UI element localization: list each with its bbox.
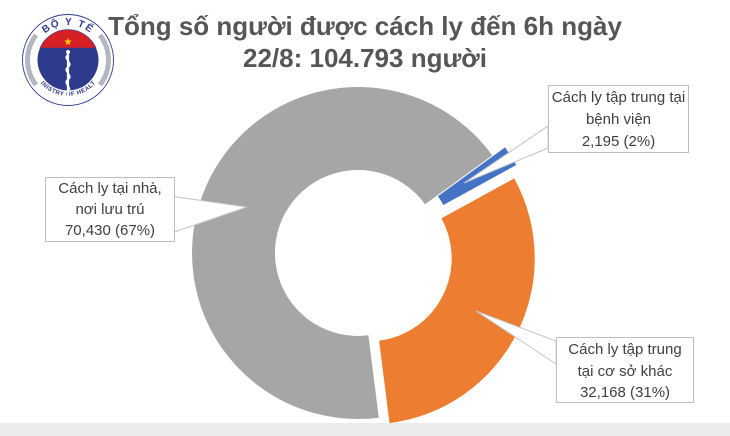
callout-home-value: 70,430 (67%) — [64, 222, 156, 239]
chart-title-line2: 22/8: 104.793 người — [243, 43, 487, 73]
callout-hospital-value: 2,195 (2%) — [581, 133, 656, 150]
callout-home-line1: Cách ly tại nhà, — [58, 180, 162, 197]
callout-label-home: Cách ly tại nhà, nơi lưu trú 70,430 (67%… — [45, 177, 175, 242]
callout-other-line1: Cách ly tập trung — [568, 341, 682, 358]
callout-other-line2: tại cơ sở khác — [577, 362, 673, 380]
logo-red-band — [39, 29, 97, 49]
logo-silver-arc-left — [25, 33, 39, 87]
callout-other-value: 32,168 (31%) — [579, 384, 671, 401]
logo-star-icon: ★ — [64, 37, 73, 48]
logo-top-text: BỘ Y TẾ — [40, 16, 97, 36]
callout-label-hospital: Cách ly tập trung tại bệnh viện 2,195 (2… — [548, 85, 689, 153]
chart-title: Tổng số người được cách ly đến 6h ngày 2… — [0, 10, 730, 74]
page-bottom-strip — [0, 423, 730, 436]
callout-hospital-line2: bệnh viện — [585, 111, 652, 128]
chart-title-line1: Tổng số người được cách ly đến 6h ngày — [108, 11, 622, 41]
logo-asclepius-staff-icon — [65, 50, 71, 98]
slice-home-quarantine — [192, 87, 493, 420]
callout-hospital-line1: Cách ly tập trung tại — [551, 89, 686, 106]
callout-home-line2: nơi lưu trú — [75, 201, 145, 218]
slice-other-facilities — [379, 178, 535, 424]
callout-label-other: Cách ly tập trung tại cơ sở khác 32,168 … — [556, 337, 694, 403]
logo-silver-arc-right — [97, 33, 111, 87]
ministry-of-health-logo: BỘ Y TẾ MINISTRY OF HEALTH ★ — [18, 8, 114, 106]
